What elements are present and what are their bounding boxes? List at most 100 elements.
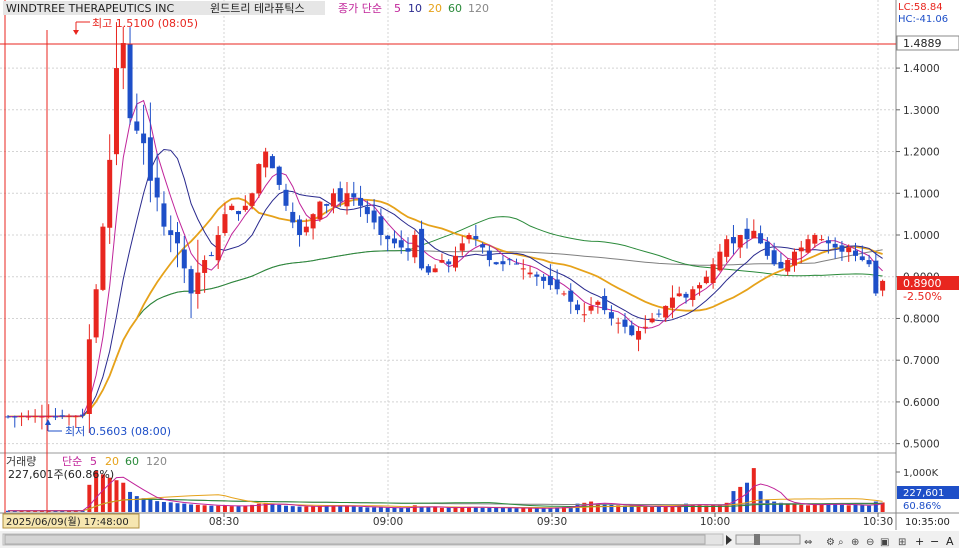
candle-body (676, 293, 682, 297)
zoom-slider-handle[interactable] (754, 534, 760, 545)
volume-bar (534, 508, 539, 512)
volume-bar (467, 506, 472, 512)
candle-body (520, 268, 526, 270)
scroll-right-arrow-icon[interactable] (726, 535, 732, 545)
volume-current-text: 227,601주(60.86%) (8, 468, 114, 481)
volume-bar (195, 504, 200, 512)
candle-body (52, 416, 58, 418)
volume-bar (487, 507, 492, 512)
candle-body (208, 255, 214, 257)
candle-body (256, 164, 262, 194)
candle-body (222, 214, 228, 233)
candle-body (330, 193, 336, 207)
increase-font-icon[interactable]: + (915, 535, 924, 548)
volume-bar (602, 504, 607, 512)
volume-bar (406, 507, 411, 512)
volume-bar (60, 510, 65, 512)
korean-title: 윈드트리 테라퓨틱스 (210, 1, 305, 15)
zoom-slider-track[interactable] (735, 534, 801, 545)
scrollbar-thumb[interactable] (4, 534, 706, 545)
candle-body (846, 247, 852, 253)
candle-body (113, 68, 119, 155)
volume-bar (114, 480, 119, 512)
candle-body (514, 263, 519, 265)
volume-bar (412, 505, 417, 512)
current-price-tag (897, 276, 959, 290)
candle-body (791, 251, 797, 266)
candle-body (93, 289, 99, 338)
candle-body (866, 260, 872, 265)
candle-body (5, 416, 11, 418)
ma-label: 종가 단순 (338, 2, 382, 15)
decrease-font-icon[interactable]: − (930, 535, 939, 548)
ma-line-5 (8, 99, 883, 417)
volume-bar (846, 505, 851, 512)
candle-body (66, 415, 72, 417)
candle-body (12, 416, 18, 418)
volume-bar (426, 507, 431, 512)
candle-body (25, 416, 31, 418)
volume-bars (6, 468, 885, 512)
candle-body (568, 290, 574, 302)
volume-ma-lines (8, 476, 883, 512)
candle-body (317, 201, 323, 220)
volume-bar (643, 506, 648, 512)
volume-bar (711, 505, 716, 512)
font-icon[interactable]: A (946, 535, 954, 548)
candle-body (134, 121, 140, 131)
volume-bar (6, 510, 10, 512)
candle-body (473, 236, 479, 240)
settings-icon[interactable]: ⚙ (826, 537, 835, 548)
volume-bar (528, 508, 533, 512)
time-tick-label: 10:00 (700, 516, 730, 528)
search-icon[interactable]: ⌕ (838, 537, 844, 548)
volume-bar (609, 504, 614, 512)
candle-body (832, 243, 838, 248)
candle-body (19, 416, 25, 418)
candle-body (642, 326, 648, 328)
volume-bar (290, 506, 295, 512)
candle-body (534, 274, 540, 277)
fit-icon[interactable]: ⇔ (804, 537, 812, 548)
volume-bar (758, 491, 763, 512)
volume-bar (717, 504, 722, 512)
volume-bar (500, 507, 505, 512)
grid-icon[interactable]: ⊞ (898, 537, 906, 548)
zoom-in-icon[interactable]: ⊕ (851, 537, 859, 548)
volume-bar (541, 508, 546, 512)
volume-bar (806, 505, 811, 512)
candle-body (730, 237, 736, 244)
candle-body (853, 250, 858, 256)
candle-body (778, 261, 784, 269)
volume-bar (568, 506, 573, 512)
volume-bar (453, 507, 458, 512)
candle-body (276, 166, 282, 185)
candle-body (229, 205, 235, 210)
volume-bar (216, 505, 221, 512)
volume-bar (677, 504, 682, 512)
candle-body (459, 243, 465, 251)
volume-bar (616, 505, 621, 512)
volume-pct-tag: 60.86% (903, 501, 941, 512)
candle-body (547, 276, 553, 286)
pct-price-tag (897, 290, 959, 303)
time-tick-label: 08:30 (209, 516, 239, 528)
price-tick-label: 0.8000 (903, 313, 940, 325)
time-tick-label: 09:30 (537, 516, 567, 528)
volume-bar (521, 508, 526, 512)
candle-body (324, 204, 330, 206)
volume-bar (141, 498, 146, 512)
volume-bar (46, 510, 51, 512)
time-axis-right-label: 10:35:00 (905, 517, 950, 528)
top-price-tag (896, 35, 959, 51)
volume-bar (378, 507, 383, 512)
zoom-out-icon[interactable]: ⊖ (866, 537, 874, 548)
candle-body (141, 133, 147, 144)
price-tick-label: 1.2000 (903, 147, 940, 159)
volume-bar (134, 496, 139, 512)
volume-bar (26, 510, 31, 512)
camera-icon[interactable]: ▣ (880, 537, 889, 548)
candle-body (405, 248, 411, 252)
candle-body (39, 416, 45, 418)
volume-bar (507, 507, 512, 512)
